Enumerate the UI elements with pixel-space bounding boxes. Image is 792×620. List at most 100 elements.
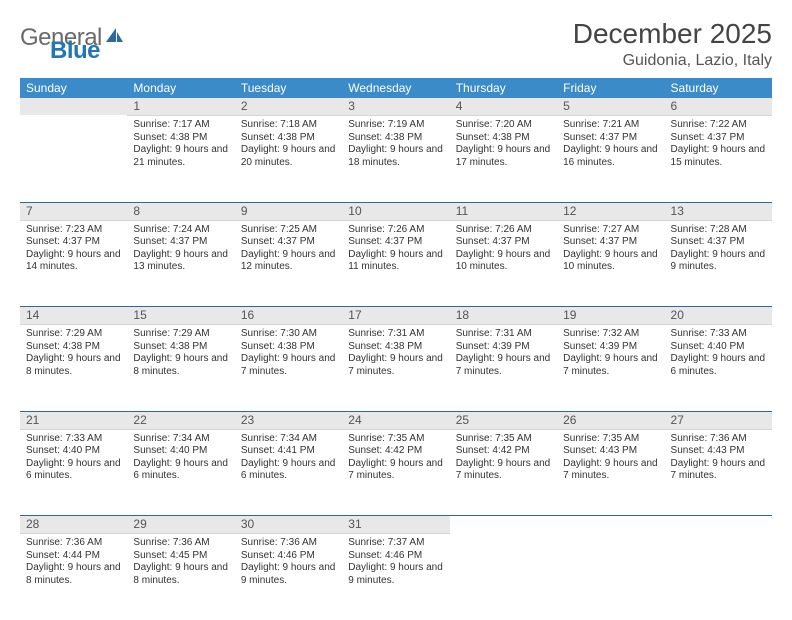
sunset-text: Sunset: 4:38 PM	[348, 132, 443, 145]
day-number-row: 28293031	[20, 516, 772, 534]
sunrise-text: Sunrise: 7:20 AM	[456, 119, 551, 132]
sunrise-text: Sunrise: 7:26 AM	[456, 224, 551, 237]
daylight-text: Daylight: 9 hours and 7 minutes.	[671, 458, 766, 483]
sunrise-text: Sunrise: 7:22 AM	[671, 119, 766, 132]
day-number: 13	[665, 203, 772, 221]
daylight-text: Daylight: 9 hours and 7 minutes.	[348, 458, 443, 483]
day-content: Sunrise: 7:26 AMSunset: 4:37 PMDaylight:…	[342, 221, 449, 280]
sunrise-text: Sunrise: 7:29 AM	[133, 328, 228, 341]
daylight-text: Daylight: 9 hours and 8 minutes.	[133, 353, 228, 378]
sunset-text: Sunset: 4:38 PM	[133, 341, 228, 354]
day-content: Sunrise: 7:36 AMSunset: 4:45 PMDaylight:…	[127, 534, 234, 593]
empty-day	[665, 516, 772, 534]
sunrise-text: Sunrise: 7:25 AM	[241, 224, 336, 237]
day-number-row: 78910111213	[20, 203, 772, 221]
daylight-text: Daylight: 9 hours and 9 minutes.	[348, 562, 443, 587]
sunrise-text: Sunrise: 7:17 AM	[133, 119, 228, 132]
sunset-text: Sunset: 4:40 PM	[133, 445, 228, 458]
sunrise-text: Sunrise: 7:32 AM	[563, 328, 658, 341]
daylight-text: Daylight: 9 hours and 7 minutes.	[456, 353, 551, 378]
sunrise-text: Sunrise: 7:33 AM	[26, 433, 121, 446]
daylight-text: Daylight: 9 hours and 8 minutes.	[133, 562, 228, 587]
empty-day	[557, 516, 664, 534]
day-content: Sunrise: 7:20 AMSunset: 4:38 PMDaylight:…	[450, 116, 557, 175]
day-number: 12	[557, 203, 664, 221]
day-content: Sunrise: 7:31 AMSunset: 4:38 PMDaylight:…	[342, 325, 449, 384]
day-number: 18	[450, 307, 557, 325]
empty-day	[665, 534, 772, 620]
day-content: Sunrise: 7:23 AMSunset: 4:37 PMDaylight:…	[20, 221, 127, 280]
sunrise-text: Sunrise: 7:35 AM	[348, 433, 443, 446]
day-number: 17	[342, 307, 449, 325]
day-content: Sunrise: 7:31 AMSunset: 4:39 PMDaylight:…	[450, 325, 557, 384]
day-content: Sunrise: 7:26 AMSunset: 4:37 PMDaylight:…	[450, 221, 557, 280]
sunset-text: Sunset: 4:45 PM	[133, 550, 228, 563]
sunset-text: Sunset: 4:43 PM	[563, 445, 658, 458]
sunset-text: Sunset: 4:38 PM	[241, 341, 336, 354]
daylight-text: Daylight: 9 hours and 10 minutes.	[456, 249, 551, 274]
sunset-text: Sunset: 4:37 PM	[671, 236, 766, 249]
sunrise-text: Sunrise: 7:36 AM	[26, 537, 121, 550]
day-number-row: 21222324252627	[20, 412, 772, 430]
day-content-row: Sunrise: 7:33 AMSunset: 4:40 PMDaylight:…	[20, 430, 772, 516]
sunset-text: Sunset: 4:40 PM	[26, 445, 121, 458]
day-content: Sunrise: 7:22 AMSunset: 4:37 PMDaylight:…	[665, 116, 772, 175]
day-content: Sunrise: 7:21 AMSunset: 4:37 PMDaylight:…	[557, 116, 664, 175]
sunset-text: Sunset: 4:38 PM	[133, 132, 228, 145]
sunset-text: Sunset: 4:37 PM	[133, 236, 228, 249]
empty-day	[450, 516, 557, 534]
empty-day-header	[20, 98, 127, 115]
day-content: Sunrise: 7:34 AMSunset: 4:40 PMDaylight:…	[127, 430, 234, 489]
sunrise-text: Sunrise: 7:18 AM	[241, 119, 336, 132]
daylight-text: Daylight: 9 hours and 7 minutes.	[563, 353, 658, 378]
day-number: 11	[450, 203, 557, 221]
day-content: Sunrise: 7:25 AMSunset: 4:37 PMDaylight:…	[235, 221, 342, 280]
sunset-text: Sunset: 4:38 PM	[456, 132, 551, 145]
daylight-text: Daylight: 9 hours and 10 minutes.	[563, 249, 658, 274]
daylight-text: Daylight: 9 hours and 8 minutes.	[26, 562, 121, 587]
sunset-text: Sunset: 4:46 PM	[348, 550, 443, 563]
sunset-text: Sunset: 4:46 PM	[241, 550, 336, 563]
daylight-text: Daylight: 9 hours and 7 minutes.	[348, 353, 443, 378]
daylight-text: Daylight: 9 hours and 21 minutes.	[133, 144, 228, 169]
day-number-row: 14151617181920	[20, 307, 772, 325]
daylight-text: Daylight: 9 hours and 14 minutes.	[26, 249, 121, 274]
daylight-text: Daylight: 9 hours and 7 minutes.	[241, 353, 336, 378]
day-number: 14	[20, 307, 127, 325]
day-number: 30	[235, 516, 342, 534]
day-number: 16	[235, 307, 342, 325]
daylight-text: Daylight: 9 hours and 7 minutes.	[563, 458, 658, 483]
daylight-text: Daylight: 9 hours and 9 minutes.	[671, 249, 766, 274]
sunrise-text: Sunrise: 7:31 AM	[456, 328, 551, 341]
calendar-body: 123456Sunrise: 7:17 AMSunset: 4:38 PMDay…	[20, 98, 772, 620]
sunrise-text: Sunrise: 7:26 AM	[348, 224, 443, 237]
daylight-text: Daylight: 9 hours and 17 minutes.	[456, 144, 551, 169]
day-number: 1	[127, 98, 234, 116]
day-content-row: Sunrise: 7:17 AMSunset: 4:38 PMDaylight:…	[20, 116, 772, 202]
daylight-text: Daylight: 9 hours and 15 minutes.	[671, 144, 766, 169]
daylight-text: Daylight: 9 hours and 7 minutes.	[456, 458, 551, 483]
sunset-text: Sunset: 4:42 PM	[348, 445, 443, 458]
sunset-text: Sunset: 4:38 PM	[241, 132, 336, 145]
sunrise-text: Sunrise: 7:34 AM	[133, 433, 228, 446]
logo-sail-icon	[104, 26, 124, 51]
header-row: General Blue December 2025 Guidonia, Laz…	[20, 18, 772, 70]
sunrise-text: Sunrise: 7:36 AM	[671, 433, 766, 446]
day-header: Tuesday	[235, 78, 342, 98]
sunrise-text: Sunrise: 7:36 AM	[133, 537, 228, 550]
day-number: 28	[20, 516, 127, 534]
daylight-text: Daylight: 9 hours and 20 minutes.	[241, 144, 336, 169]
day-content-row: Sunrise: 7:23 AMSunset: 4:37 PMDaylight:…	[20, 221, 772, 307]
day-number: 22	[127, 412, 234, 430]
day-content: Sunrise: 7:27 AMSunset: 4:37 PMDaylight:…	[557, 221, 664, 280]
sunrise-text: Sunrise: 7:31 AM	[348, 328, 443, 341]
day-content: Sunrise: 7:35 AMSunset: 4:42 PMDaylight:…	[342, 430, 449, 489]
sunrise-text: Sunrise: 7:27 AM	[563, 224, 658, 237]
day-content: Sunrise: 7:18 AMSunset: 4:38 PMDaylight:…	[235, 116, 342, 175]
day-number: 5	[557, 98, 664, 116]
sunrise-text: Sunrise: 7:37 AM	[348, 537, 443, 550]
day-number: 23	[235, 412, 342, 430]
sunset-text: Sunset: 4:41 PM	[241, 445, 336, 458]
sunrise-text: Sunrise: 7:34 AM	[241, 433, 336, 446]
day-content: Sunrise: 7:29 AMSunset: 4:38 PMDaylight:…	[127, 325, 234, 384]
